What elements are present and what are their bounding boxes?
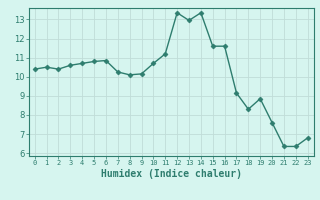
X-axis label: Humidex (Indice chaleur): Humidex (Indice chaleur)	[101, 169, 242, 179]
